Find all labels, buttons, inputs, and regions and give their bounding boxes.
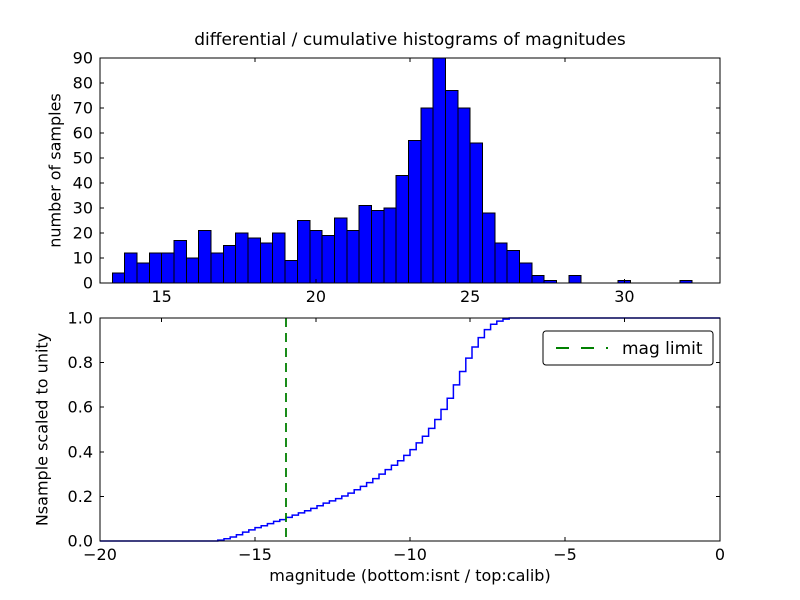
top-plot-x-tick-label: 25 [460, 287, 480, 306]
histogram-bar [519, 262, 533, 284]
histogram-bar [235, 232, 249, 284]
bottom-plot-x-tick-label: −20 [83, 545, 117, 564]
histogram-bar [358, 205, 372, 284]
top-plot-y-tick-label: 70 [73, 99, 93, 118]
histogram-bar [346, 230, 360, 284]
histogram-bar [481, 212, 496, 284]
histogram-bar [457, 107, 471, 284]
top-plot-y-tick-label: 80 [73, 74, 93, 93]
bottom-plot-y-tick-label: 0.6 [68, 398, 93, 417]
histogram-bar [469, 142, 483, 284]
bottom-plot-y-tick-label: 0.4 [68, 442, 93, 461]
bottom-plot-y-tick-label: 1.0 [68, 309, 93, 328]
bottom-plot-x-tick-label: −15 [238, 545, 272, 564]
histogram-bar [173, 240, 187, 284]
histogram-bar [395, 175, 409, 284]
histogram-bar [222, 245, 237, 284]
histogram-bar [272, 232, 286, 284]
histogram-bar [296, 220, 311, 284]
bottom-plot-y-tick-label: 0.8 [68, 353, 93, 372]
top-plot-x-tick-label: 30 [614, 287, 634, 306]
histogram-bar [309, 230, 323, 284]
top-plot-y-tick-label: 20 [73, 224, 93, 243]
bottom-plot-x-tick-label: −10 [393, 545, 427, 564]
histogram-bar [161, 252, 175, 284]
histogram-bar [284, 260, 298, 284]
top-plot-x-tick-label: 20 [306, 287, 326, 306]
histogram-bar [370, 210, 385, 284]
legend-label: mag limit [622, 339, 703, 359]
top-plot-y-tick-label: 50 [73, 149, 93, 168]
histogram-bar [259, 242, 274, 284]
top-plot-y-tick-label: 90 [73, 49, 93, 68]
top-plot-y-tick-label: 30 [73, 199, 93, 218]
histogram-bar [407, 140, 422, 284]
bottom-plot-y-tick-label: 0.2 [68, 487, 93, 506]
histogram-bar [568, 275, 582, 284]
histogram-bar [444, 90, 459, 284]
cumulative-curve [100, 317, 720, 542]
histogram-bar [210, 252, 224, 284]
top-plot-y-tick-label: 10 [73, 249, 93, 268]
histogram-bar [136, 262, 150, 284]
legend-box [542, 330, 714, 366]
histogram-bar [432, 57, 446, 284]
histogram-bar [185, 257, 200, 284]
top-plot-x-tick-label: 15 [152, 287, 172, 306]
histogram-bar [198, 230, 212, 284]
histogram-bar [333, 217, 348, 284]
histogram-bar [124, 252, 138, 284]
histogram-bar [111, 272, 126, 284]
histogram-bar [531, 275, 545, 284]
figure-title: differential / cumulative histograms of … [194, 30, 626, 50]
top-plot-y-tick-label: 0 [83, 274, 93, 293]
bottom-plot-y-tick-label: 0.0 [68, 532, 93, 551]
histogram-bar [247, 237, 261, 284]
bottom-plot-x-tick-label: 0 [715, 545, 725, 564]
histogram-bar [494, 242, 508, 284]
bottom-xlabel: magnitude (bottom:isnt / top:calib) [269, 566, 551, 585]
histogram-bar [383, 207, 397, 284]
histogram-bar [420, 107, 434, 284]
top-plot-y-tick-label: 40 [73, 174, 93, 193]
histogram-bar [506, 250, 521, 284]
bottom-plot-x-tick-label: −5 [553, 545, 577, 564]
histogram-bar [148, 252, 163, 284]
histogram-bar [321, 235, 335, 284]
top-plot-y-tick-label: 60 [73, 124, 93, 143]
